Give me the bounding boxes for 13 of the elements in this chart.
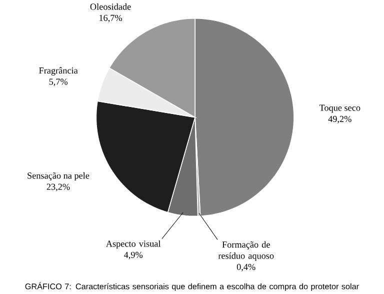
data-label: 49,2% xyxy=(328,116,352,124)
slice-label: Aspecto visual xyxy=(106,240,161,249)
slice-label: Formação de resíduo aquoso xyxy=(218,241,274,261)
slice-label: Sensação na pele xyxy=(28,172,90,180)
data-label: 16,7% xyxy=(100,14,122,22)
slice-label: Fragrância xyxy=(39,67,78,76)
text: GRÁFICO 7: Características sensoriais que definem a escolha de compra do protetor solar xyxy=(25,282,359,291)
data-label: 0,4% xyxy=(236,264,256,272)
data-label: 23,2% xyxy=(46,184,70,192)
data-label: 4,9% xyxy=(124,252,143,260)
slice-label: Oleosidade xyxy=(90,3,131,10)
slice-label: Toque seco xyxy=(319,104,360,113)
data-label: 5,7% xyxy=(49,78,68,86)
